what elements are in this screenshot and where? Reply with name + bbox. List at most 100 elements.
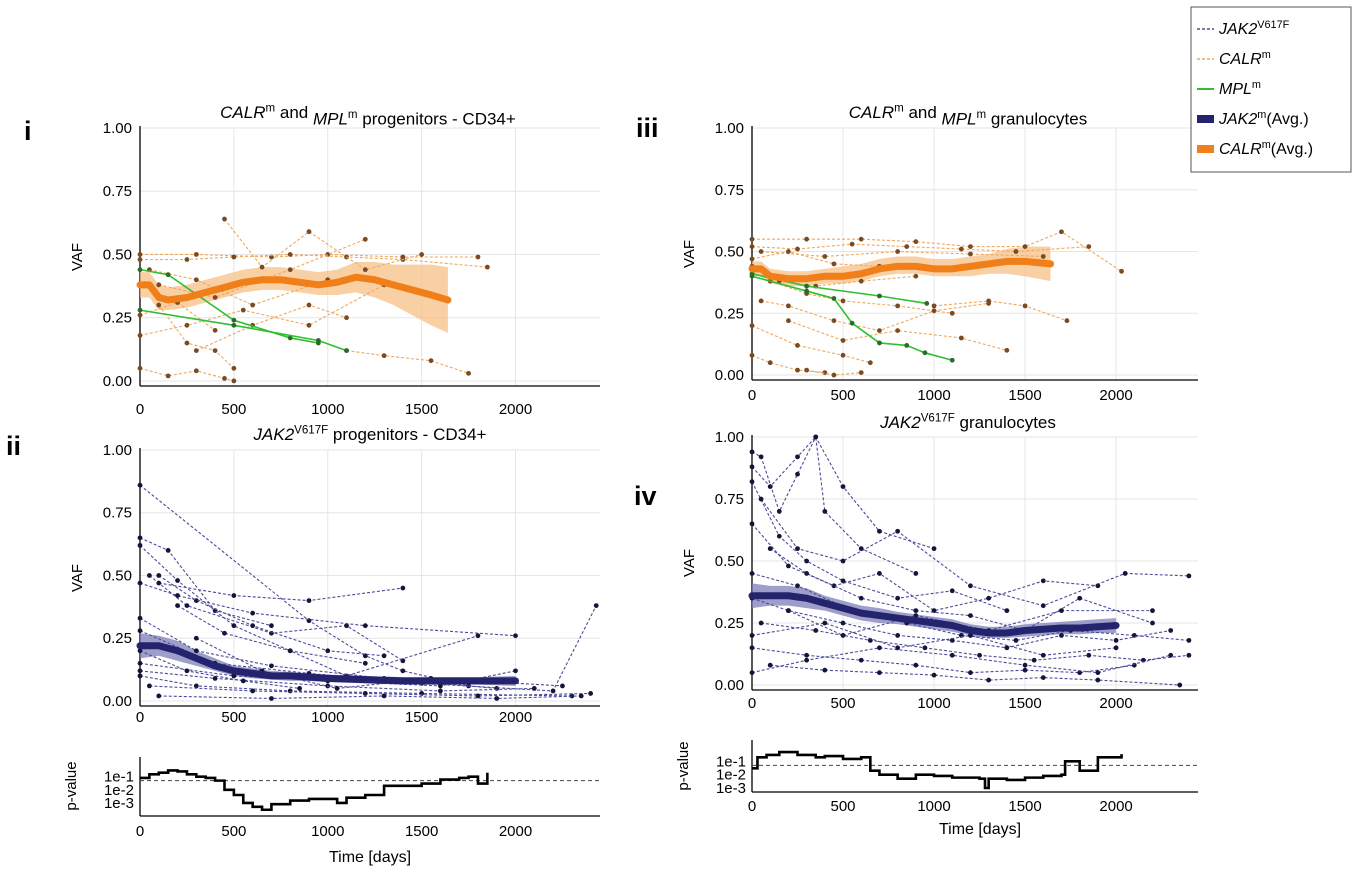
data-point: [137, 307, 143, 313]
data-point: [137, 482, 143, 488]
data-point: [877, 645, 882, 651]
data-point: [193, 683, 199, 689]
data-point: [749, 670, 755, 676]
calr-series-line: [751, 250, 880, 267]
x-tick-label: 2000: [499, 823, 532, 840]
data-point: [795, 246, 800, 252]
y-tick-label: 1.00: [715, 429, 744, 446]
data-point: [877, 528, 882, 534]
x-tick-label: 2000: [1099, 387, 1132, 404]
data-point: [1022, 244, 1028, 249]
data-point: [193, 648, 199, 654]
data-point: [362, 691, 368, 696]
mpl-series-line: [139, 309, 347, 352]
data-point: [1040, 603, 1046, 609]
data-point: [222, 630, 227, 636]
calr-series-line: [224, 218, 422, 271]
data-point: [137, 542, 143, 548]
data-point: [749, 244, 755, 249]
data-point: [146, 683, 152, 689]
data-point: [156, 580, 162, 586]
data-point: [877, 571, 882, 576]
data-point: [822, 370, 828, 375]
data-point: [400, 668, 406, 674]
pvalue-y-label: p-value: [63, 761, 80, 810]
data-point: [287, 252, 293, 257]
pvalue-step-line: [140, 769, 489, 812]
pvalue-y-label: p-value: [675, 741, 692, 790]
data-point: [1040, 652, 1046, 658]
data-point: [822, 254, 828, 259]
calr-series-line: [139, 367, 235, 382]
data-point: [804, 236, 810, 242]
data-point: [475, 633, 481, 639]
data-point: [1059, 633, 1064, 638]
y-axis-label: VAF: [681, 240, 698, 268]
data-point: [184, 322, 190, 328]
title-part: V617F: [1257, 19, 1289, 31]
pvalue-subplot-ii: 0 500 1000 1500 2000 1e-11e-21e-3 p-value Time …: [63, 757, 600, 866]
x-tick-label: 1500: [1008, 387, 1041, 404]
data-point: [315, 338, 321, 343]
data-point: [381, 693, 387, 699]
data-point: [184, 340, 190, 346]
title-part: m: [348, 109, 358, 121]
data-point: [822, 620, 828, 626]
data-point: [287, 335, 293, 341]
data-point: [968, 583, 973, 589]
data-point: [804, 571, 810, 576]
data-point: [475, 693, 481, 699]
data-point: [849, 241, 855, 247]
x-tick-label: 0: [748, 387, 756, 404]
data-point: [137, 252, 143, 257]
data-point: [804, 367, 810, 373]
data-point: [593, 603, 599, 609]
title-part: granulocytes: [955, 413, 1056, 432]
data-point: [137, 648, 143, 654]
data-point: [550, 688, 556, 694]
x-tick-label: 1500: [1008, 798, 1041, 815]
y-tick-label: 1.00: [715, 120, 744, 137]
title-part: CALR: [849, 103, 894, 122]
data-point: [137, 580, 143, 586]
y-tick-label: 1e-1: [104, 769, 134, 786]
panel-title: CALRm and MPLm progenitors - CD34+: [220, 103, 516, 129]
data-point: [804, 657, 810, 663]
data-point: [269, 696, 274, 701]
data-point: [840, 352, 846, 358]
panel-iii: 0 500 1000 1500 2000 0.00 0.25 0.50 0.75 1.00 VAF C…: [636, 103, 1198, 404]
legend-label: JAK2m(Avg.): [1218, 109, 1309, 128]
data-point: [240, 307, 246, 313]
data-point: [795, 583, 800, 589]
title-part: m: [1262, 139, 1271, 151]
data-point: [381, 353, 387, 359]
data-point: [895, 595, 901, 601]
data-point: [1122, 571, 1128, 576]
legend-label: MPLm: [1219, 79, 1261, 98]
y-tick-label: 1e-3: [716, 780, 746, 797]
data-point: [949, 357, 955, 363]
data-point: [831, 261, 837, 267]
data-point: [895, 528, 901, 534]
data-point: [986, 677, 992, 683]
data-point: [466, 370, 471, 376]
data-point: [381, 653, 387, 659]
average-line: [748, 592, 1120, 637]
x-tick-label: 0: [748, 695, 756, 712]
data-point: [306, 322, 312, 328]
data-point: [1113, 645, 1119, 651]
data-point: [804, 558, 810, 564]
data-point: [428, 358, 434, 364]
x-tick-label: 500: [221, 401, 246, 418]
data-point: [749, 479, 755, 485]
title-part: (Avg.): [1266, 111, 1308, 128]
data-point: [484, 264, 490, 270]
data-point: [137, 312, 143, 318]
data-point: [231, 593, 237, 598]
data-point: [858, 278, 864, 284]
x-tick-label: 1000: [917, 695, 950, 712]
data-point: [949, 310, 955, 316]
data-point: [877, 670, 882, 676]
data-point: [1119, 268, 1124, 274]
data-point: [531, 686, 537, 691]
